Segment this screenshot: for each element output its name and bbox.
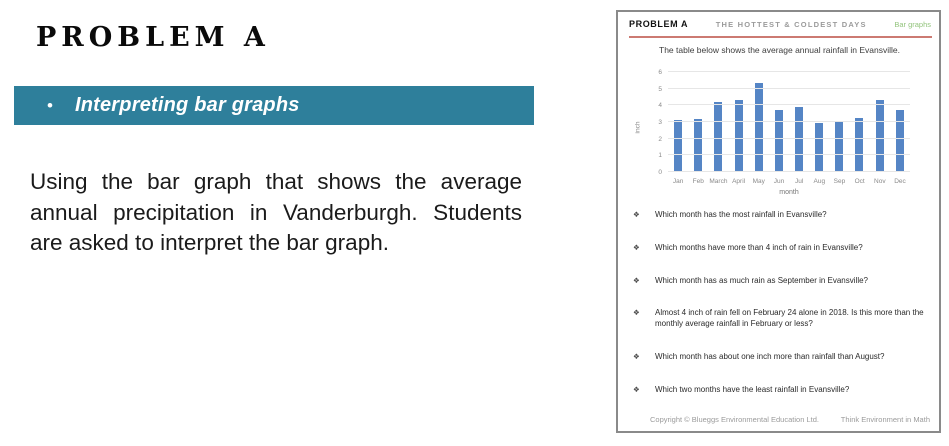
worksheet-problem-label: PROBLEM A [629,19,689,29]
bar [674,120,683,172]
diamond-bullet-icon: ❖ [633,351,640,361]
bar [815,122,824,172]
y-axis-title: inch [634,121,642,134]
question-text: Which two months have the least rainfall… [655,384,850,394]
x-tick-label: Nov [874,178,886,185]
chart-x-axis: Jan Feb March April May Jun Jul Aug Sep Oct Nov Dec [668,178,910,185]
question-text: Almost 4 inch of rain fell on February 2… [655,308,924,329]
worksheet-page: PROBLEM A THE HOTTEST & COLDEST DAYS Bar… [616,10,941,433]
gridline [668,137,910,139]
gridline [668,154,910,156]
slide-title: PROBLEM A [36,22,270,53]
x-tick-label: May [752,178,765,185]
gridline [668,171,910,172]
bullet-icon: • [47,95,53,115]
x-tick-label: March [709,178,728,185]
bar [835,122,844,172]
question-text: Which months have more than 4 inch of ra… [655,242,863,252]
x-axis-title: month [779,189,799,196]
worksheet-footer: Copyright © Blueggs Environmental Educat… [650,415,930,424]
rainfall-bar-chart: inch 0 1 2 3 4 5 6 Jan Feb March April May Jun Jul Au… [634,66,918,198]
bar [734,99,743,172]
bar [875,100,884,172]
footer-tagline: Think Environment in Math [840,415,930,424]
bar [774,109,783,172]
bar [754,82,763,172]
question-item: ❖ Which two months have the least rainfal… [633,385,926,396]
bar-chart-plot [668,71,910,172]
question-item: ❖ Which months have more than 4 inch of r… [633,243,926,254]
y-tick-label: 2 [658,135,662,143]
y-tick-label: 4 [658,102,662,110]
y-tick-label: 5 [658,85,662,93]
worksheet-header: PROBLEM A THE HOTTEST & COLDEST DAYS Bar… [629,19,931,29]
y-tick-label: 3 [658,119,662,126]
x-tick-label: Jul [794,178,804,185]
x-tick-label: Oct [854,178,865,185]
y-tick-label: 0 [658,169,662,176]
x-tick-label: Sep [833,178,846,185]
bar [795,107,804,172]
x-tick-label: Aug [813,178,826,185]
question-item: ❖ Which month has the most rainfall in Ev… [633,210,926,221]
gridline [668,104,910,106]
question-item: ❖ Almost 4 inch of rain fell on February … [633,308,926,330]
diamond-bullet-icon: ❖ [633,275,640,285]
x-tick-label: Jun [773,178,785,185]
subtitle-banner: • Interpreting bar graphs [14,86,534,125]
chart-caption: The table below shows the average annual… [659,45,900,55]
x-tick-label: Feb [692,178,704,185]
question-text: Which month has about one inch more than… [655,351,885,361]
question-list: ❖ Which month has the most rainfall in Ev… [633,210,926,418]
y-tick-label: 6 [658,69,662,76]
x-tick-label: Dec [894,178,906,185]
chart-y-axis: 0 1 2 3 4 5 6 [650,69,662,176]
bar [895,109,904,172]
x-tick-label: April [732,178,746,185]
question-text: Which month has the most rainfall in Eva… [655,210,827,219]
x-tick-label: Jan [672,178,684,185]
diamond-bullet-icon: ❖ [633,210,640,219]
gridline [668,87,910,89]
worksheet-topic-tag: Bar graphs [894,20,931,29]
y-tick-label: 1 [658,152,662,160]
header-divider [629,36,932,38]
banner-label: Interpreting bar graphs [74,94,300,116]
question-item: ❖ Which month has about one inch more tha… [633,352,926,363]
diamond-bullet-icon: ❖ [633,308,640,318]
question-text: Which month has as much rain as Septembe… [655,275,868,285]
bar [694,118,703,172]
bar [855,117,864,172]
diamond-bullet-icon: ❖ [633,242,640,252]
worksheet-title: THE HOTTEST & COLDEST DAYS [715,20,867,29]
gridline [668,121,910,122]
question-item: ❖ Which month has as much rain as Septemb… [633,276,926,287]
bar [714,102,723,172]
diamond-bullet-icon: ❖ [633,384,640,394]
gridline [668,71,910,72]
bar-series [668,72,910,172]
footer-copyright: Copyright © Blueggs Environmental Educat… [650,415,819,424]
slide-body-text: Using the bar graph that shows the avera… [30,169,522,256]
